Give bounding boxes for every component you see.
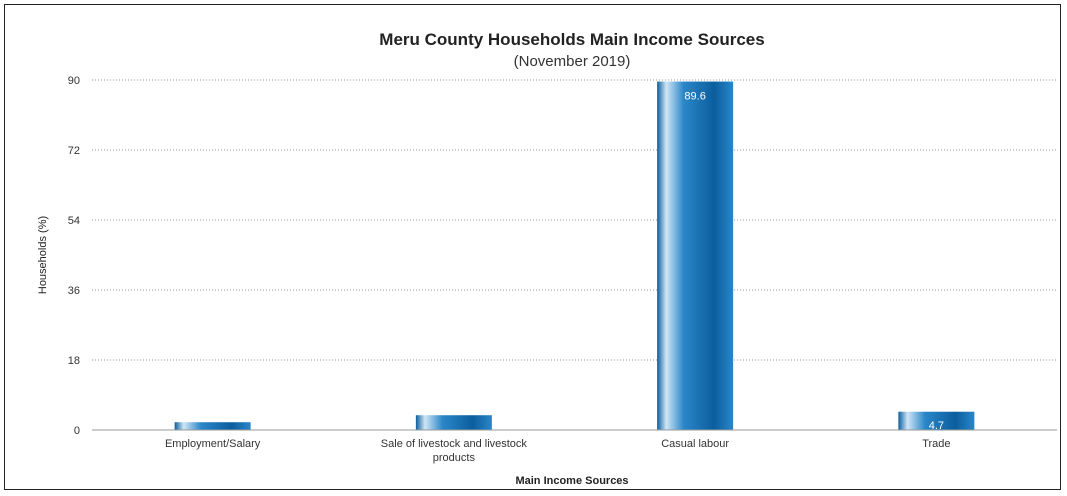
bar — [415, 415, 492, 430]
bars: 89.6 4.7 — [174, 81, 975, 432]
chart-frame — [4, 4, 1061, 490]
y-tick-label: 0 — [74, 425, 80, 437]
gridlines — [92, 79, 1057, 361]
x-tick-label: Employment/Salary — [165, 438, 261, 450]
x-axis-categories: Employment/Salary Sale of livestock and l… — [165, 438, 951, 464]
data-label: 89.6 — [684, 91, 705, 103]
chart-subtitle: (November 2019) — [514, 53, 631, 70]
x-tick-label: products — [433, 452, 476, 464]
bar — [898, 411, 975, 430]
y-tick-label: 90 — [68, 75, 80, 87]
x-tick-label: Casual labour — [661, 438, 729, 450]
y-tick-label: 54 — [68, 215, 80, 227]
x-tick-label: Trade — [922, 438, 950, 450]
x-axis-title: Main Income Sources — [515, 475, 628, 487]
x-tick-label: Sale of livestock and livestock — [381, 438, 528, 450]
chart-title: Meru County Households Main Income Sourc… — [379, 30, 764, 49]
bar — [174, 422, 251, 430]
y-tick-label: 36 — [68, 285, 80, 297]
y-tick-label: 18 — [68, 355, 80, 367]
bar — [657, 81, 734, 431]
y-axis-ticks: 0 18 36 54 72 90 — [68, 75, 80, 437]
data-label: 4.7 — [929, 420, 944, 432]
y-tick-label: 72 — [68, 145, 80, 157]
y-axis-title: Households (%) — [37, 216, 49, 294]
